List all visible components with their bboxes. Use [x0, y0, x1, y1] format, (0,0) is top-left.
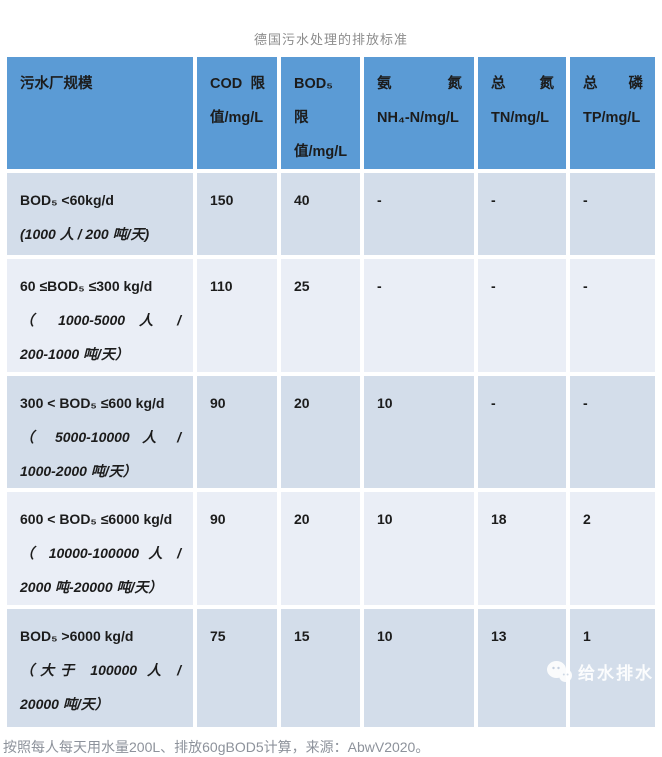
nh4n-value: -: [364, 173, 474, 255]
header-cell-bod5: BOD₅ 限值/mg/L: [281, 57, 360, 169]
scale-line: 300 < BOD₅ ≤600 kg/d: [20, 395, 165, 411]
table-header-row: 污水厂规模 COD 限值/mg/L BOD₅ 限值/mg/L 氨 氮 NH₄-N/…: [7, 57, 655, 169]
tn-value: -: [478, 376, 566, 488]
scale-note: （大于 100000 人 /: [20, 662, 181, 678]
tp-value: 2: [570, 492, 655, 605]
scale-note: 20000 吨/天）: [20, 696, 109, 712]
bod5-value: 20: [281, 376, 360, 488]
scale-line: 60 ≤BOD₅ ≤300 kg/d: [20, 278, 153, 294]
scale-note: 200-1000 吨/天）: [20, 346, 129, 362]
header-label: 氨 氮: [377, 76, 462, 92]
tn-value: -: [478, 259, 566, 372]
footnote: 按照每人每天用水量200L、排放60gBOD5计算，来源：AbwV2020。: [3, 739, 430, 755]
scale-line: 600 < BOD₅ ≤6000 kg/d: [20, 511, 173, 527]
nh4n-value: 10: [364, 609, 474, 727]
cod-value: 75: [197, 609, 277, 727]
scale-note: 2000 吨-20000 吨/天）: [20, 579, 163, 595]
header-unit: 值/mg/L: [294, 144, 348, 160]
page-title: 德国污水处理的排放标准: [253, 32, 408, 47]
plant-scale-cell: 60 ≤BOD₅ ≤300 kg/d （ 1000-5000 人 / 200-1…: [7, 259, 193, 372]
bod5-value: 40: [281, 173, 360, 255]
table-row: 600 < BOD₅ ≤6000 kg/d （ 10000-100000 人 /…: [7, 492, 655, 605]
tn-value: 13: [478, 609, 566, 727]
cod-value: 90: [197, 376, 277, 488]
cod-value: 110: [197, 259, 277, 372]
header-cell-plant-scale: 污水厂规模: [7, 57, 193, 169]
nh4n-value: 10: [364, 492, 474, 605]
tp-value: 1: [570, 609, 655, 727]
header-label: COD 限: [210, 76, 265, 92]
plant-scale-cell: 600 < BOD₅ ≤6000 kg/d （ 10000-100000 人 /…: [7, 492, 193, 605]
header-cell-ammonia: 氨 氮 NH₄-N/mg/L: [364, 57, 474, 169]
header-unit: TP/mg/L: [583, 110, 641, 126]
header-cell-total-phosphorus: 总 磷 TP/mg/L: [570, 57, 655, 169]
scale-note: 1000-2000 吨/天）: [20, 463, 137, 479]
scale-note: （ 1000-5000 人 /: [20, 312, 181, 328]
tp-value: -: [570, 259, 655, 372]
plant-scale-cell: 300 < BOD₅ ≤600 kg/d （ 5000-10000 人 / 10…: [7, 376, 193, 488]
table-row: 300 < BOD₅ ≤600 kg/d （ 5000-10000 人 / 10…: [7, 376, 655, 488]
bod5-value: 15: [281, 609, 360, 727]
header-label: 污水厂规模: [20, 76, 93, 92]
scale-note: (1000 人 / 200 吨/天): [20, 226, 150, 242]
header-unit: 值/mg/L: [210, 110, 264, 126]
table-row: 60 ≤BOD₅ ≤300 kg/d （ 1000-5000 人 / 200-1…: [7, 259, 655, 372]
plant-scale-cell: BOD₅ >6000 kg/d （大于 100000 人 / 20000 吨/天…: [7, 609, 193, 727]
scale-line: BOD₅ <60kg/d: [20, 192, 114, 208]
table-row: BOD₅ <60kg/d (1000 人 / 200 吨/天) 150 40 -…: [7, 173, 655, 255]
scale-note: （ 5000-10000 人 /: [20, 429, 181, 445]
header-cell-total-nitrogen: 总 氮 TN/mg/L: [478, 57, 566, 169]
scale-line: BOD₅ >6000 kg/d: [20, 628, 134, 644]
table-row: BOD₅ >6000 kg/d （大于 100000 人 / 20000 吨/天…: [7, 609, 655, 727]
cod-value: 150: [197, 173, 277, 255]
header-unit: NH₄-N/mg/L: [377, 110, 459, 126]
header-unit: TN/mg/L: [491, 110, 549, 126]
standards-table: 污水厂规模 COD 限值/mg/L BOD₅ 限值/mg/L 氨 氮 NH₄-N/…: [3, 53, 659, 731]
nh4n-value: -: [364, 259, 474, 372]
tp-value: -: [570, 173, 655, 255]
nh4n-value: 10: [364, 376, 474, 488]
header-label: BOD₅ 限: [294, 76, 333, 126]
tp-value: -: [570, 376, 655, 488]
tn-value: 18: [478, 492, 566, 605]
cod-value: 90: [197, 492, 277, 605]
scale-note: （ 10000-100000 人 /: [20, 545, 181, 561]
header-label: 总 磷: [583, 76, 643, 92]
bod5-value: 25: [281, 259, 360, 372]
plant-scale-cell: BOD₅ <60kg/d (1000 人 / 200 吨/天): [7, 173, 193, 255]
header-label: 总 氮: [491, 76, 554, 92]
header-cell-cod: COD 限值/mg/L: [197, 57, 277, 169]
bod5-value: 20: [281, 492, 360, 605]
tn-value: -: [478, 173, 566, 255]
